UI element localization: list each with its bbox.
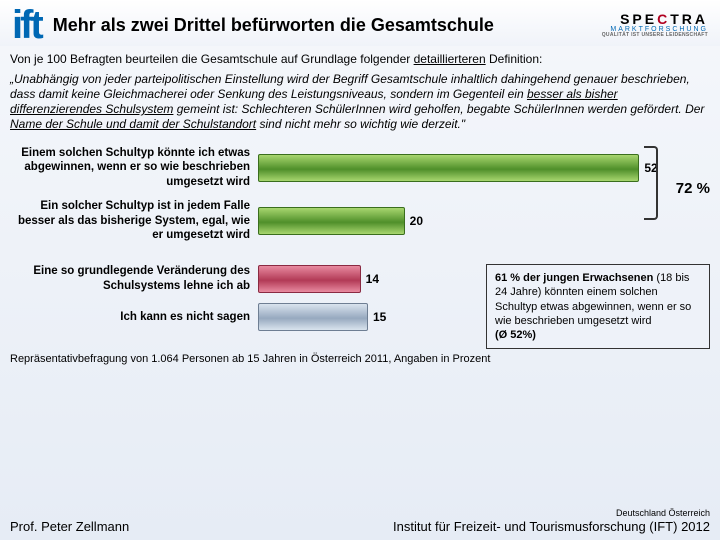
author: Prof. Peter Zellmann bbox=[10, 519, 129, 534]
bar-value: 20 bbox=[410, 214, 423, 228]
sponsor-tag: QUALITÄT IST UNSERE LEIDENSCHAFT bbox=[602, 33, 708, 38]
sponsor-red: C bbox=[657, 11, 670, 27]
bar: 52 bbox=[258, 154, 639, 182]
bar-chart: Einem solchen Schultyp könnte ich etwas … bbox=[0, 140, 720, 345]
bar: 14 bbox=[258, 265, 361, 293]
callout-headline: 61 % der jungen Erwachsenen bbox=[495, 272, 653, 284]
intro-text: Von je 100 Befragten beurteilen die Gesa… bbox=[0, 46, 720, 68]
bar: 15 bbox=[258, 303, 368, 331]
institute: Institut für Freizeit- und Tourismusfors… bbox=[393, 519, 710, 534]
bar-value: 14 bbox=[366, 272, 379, 286]
sponsor-post: TRA bbox=[670, 11, 708, 27]
countries: Deutschland Österreich bbox=[393, 508, 710, 518]
definition-quote: „Unabhängig von jeder parteipolitischen … bbox=[0, 68, 720, 140]
intro-underline: detaillierteren bbox=[414, 52, 486, 66]
sponsor-logo: SPECTRA MARKTFORSCHUNG QUALITÄT IST UNSE… bbox=[602, 12, 708, 38]
bar-row: Ein solcher Schultyp ist in jedem Falle … bbox=[10, 199, 710, 242]
ift-logo: ift bbox=[12, 8, 41, 42]
q-u2: Name der Schule und damit der Schulstand… bbox=[10, 117, 256, 131]
bar-value: 15 bbox=[373, 310, 386, 324]
bar-label: Ich kann es nicht sagen bbox=[10, 310, 258, 324]
q-p2: gemeint ist: Schlechteren SchülerInnen w… bbox=[173, 102, 704, 116]
bar-track: 52 bbox=[258, 154, 710, 182]
callout-box: 61 % der jungen Erwachsenen (18 bis 24 J… bbox=[486, 264, 710, 349]
footer: Prof. Peter Zellmann Deutschland Österre… bbox=[0, 508, 720, 534]
bar-row: Einem solchen Schultyp könnte ich etwas … bbox=[10, 146, 710, 189]
intro-post: Definition: bbox=[486, 52, 543, 66]
intro-pre: Von je 100 Befragten beurteilen die Gesa… bbox=[10, 52, 414, 66]
callout-avg: (Ø 52%) bbox=[495, 329, 536, 341]
bar-label: Ein solcher Schultyp ist in jedem Falle … bbox=[10, 199, 258, 242]
bracket-icon bbox=[644, 146, 658, 220]
q-p3: sind nicht mehr so wichtig wie derzeit." bbox=[256, 117, 465, 131]
bracket-total: 72 % bbox=[676, 180, 710, 197]
bar: 20 bbox=[258, 207, 405, 235]
bar-track: 20 bbox=[258, 207, 710, 235]
sponsor-pre: SPE bbox=[620, 11, 657, 27]
header: ift Mehr als zwei Drittel befürworten di… bbox=[0, 0, 720, 46]
page-title: Mehr als zwei Drittel befürworten die Ge… bbox=[53, 15, 602, 36]
bar-label: Einem solchen Schultyp könnte ich etwas … bbox=[10, 146, 258, 189]
bar-label: Eine so grundlegende Veränderung des Sch… bbox=[10, 264, 258, 293]
